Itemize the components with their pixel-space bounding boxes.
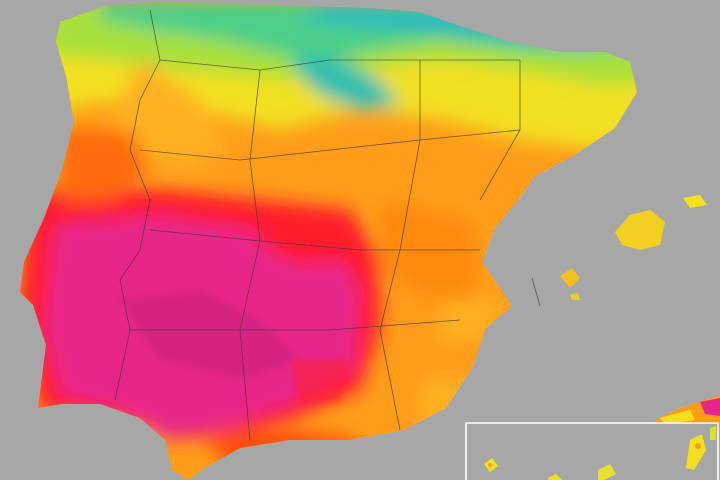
balearic-islands: [560, 195, 707, 300]
inset-frame: [465, 422, 719, 480]
coast-line: [531, 277, 541, 307]
borders: [114, 9, 521, 441]
north-africa: [655, 396, 720, 430]
canary-inset: [465, 422, 719, 480]
